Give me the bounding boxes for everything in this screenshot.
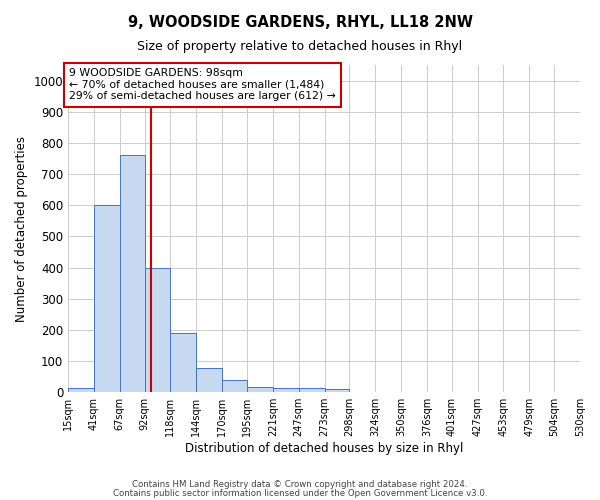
- Bar: [222, 380, 247, 392]
- Bar: [68, 388, 94, 392]
- Bar: [145, 268, 170, 392]
- Bar: [94, 205, 120, 392]
- Bar: [247, 387, 273, 392]
- Bar: [170, 333, 196, 392]
- Text: 9, WOODSIDE GARDENS, RHYL, LL18 2NW: 9, WOODSIDE GARDENS, RHYL, LL18 2NW: [128, 15, 473, 30]
- Text: Contains public sector information licensed under the Open Government Licence v3: Contains public sector information licen…: [113, 488, 487, 498]
- Bar: [273, 388, 299, 392]
- Text: Contains HM Land Registry data © Crown copyright and database right 2024.: Contains HM Land Registry data © Crown c…: [132, 480, 468, 489]
- X-axis label: Distribution of detached houses by size in Rhyl: Distribution of detached houses by size …: [185, 442, 463, 455]
- Bar: [299, 388, 325, 392]
- Y-axis label: Number of detached properties: Number of detached properties: [15, 136, 28, 322]
- Text: Size of property relative to detached houses in Rhyl: Size of property relative to detached ho…: [137, 40, 463, 53]
- Bar: [325, 389, 349, 392]
- Bar: [196, 368, 222, 392]
- Text: 9 WOODSIDE GARDENS: 98sqm
← 70% of detached houses are smaller (1,484)
29% of se: 9 WOODSIDE GARDENS: 98sqm ← 70% of detac…: [69, 68, 336, 102]
- Bar: [120, 156, 145, 392]
